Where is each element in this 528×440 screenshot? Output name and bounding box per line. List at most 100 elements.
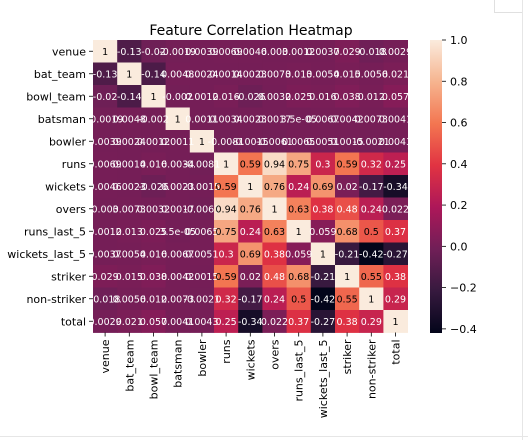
heatmap-cell-runs_last_5-venue — [93, 220, 118, 243]
heatmap-cell-striker-runs — [214, 265, 239, 288]
heatmap-cell-overs-venue — [93, 197, 118, 221]
heatmap-cell-bowl_team-bowl_team — [141, 85, 166, 108]
heatmap-cell-bowl_team-bat_team — [117, 85, 142, 108]
cell-label-wickets_last_5-non-striker: -0.42 — [359, 249, 384, 260]
heatmap-cell-striker-total — [383, 265, 408, 288]
heatmap-cell-wickets_last_5-bowler — [189, 242, 215, 266]
heatmap-cell-wickets-batsman — [165, 175, 191, 198]
heatmap-cell-total-runs — [214, 310, 239, 333]
heatmap-cell-total-bowler — [189, 310, 215, 333]
heatmap-cell-bowl_team-overs — [262, 85, 287, 108]
cell-label-total-runs: 0.25 — [216, 317, 237, 328]
heatmap-cell-wickets-venue — [93, 175, 118, 198]
cell-label-runs-overs: 0.94 — [264, 159, 285, 170]
heatmap-cell-runs_last_5-total — [383, 220, 408, 243]
x-tick-label-non-striker: non-striker — [365, 339, 378, 399]
heatmap-cell-bat_team-bowl_team — [141, 62, 166, 86]
heatmap-cell-bowl_team-runs_last_5 — [286, 85, 312, 108]
cell-label-total-bowl_team: 0.057 — [140, 317, 167, 328]
x-tick-label-striker: striker — [341, 339, 354, 374]
cell-label-runs-bowl_team: 0.016 — [140, 159, 167, 170]
cell-label-bowler-total: 0.0043 — [379, 137, 412, 148]
cell-label-wickets-overs: 0.76 — [264, 182, 285, 193]
y-tick-label-wickets_last_5: wickets_last_5 — [7, 248, 86, 261]
heatmap-cell-runs-bowler — [189, 152, 215, 176]
heatmap-cell-runs-bat_team — [117, 152, 142, 176]
heatmap-cell-wickets-bowl_team — [141, 175, 166, 198]
cell-label-striker-overs: 0.48 — [264, 272, 285, 283]
cell-label-venue-bowl_team: -0.02 — [141, 47, 166, 58]
heatmap-cell-wickets-runs — [214, 175, 239, 198]
x-tick-label-runs: runs — [220, 339, 233, 363]
cell-label-striker-non-striker: 0.55 — [361, 272, 382, 283]
cell-label-non-striker-bowl_team: 0.012 — [140, 294, 167, 305]
cell-label-total-wickets_last_5: -0.27 — [311, 317, 336, 328]
heatmap-cell-total-wickets_last_5 — [310, 310, 336, 333]
colorbar-tick-label-6: −0.2 — [450, 282, 477, 295]
heatmap-cell-wickets_last_5-overs — [262, 242, 287, 266]
heatmap-cell-batsman-runs_last_5 — [286, 107, 312, 131]
heatmap-cell-overs-total — [383, 197, 408, 221]
cell-label-bat_team-runs: 0.0014 — [209, 69, 242, 80]
cell-label-runs_last_5-bowl_team: 0.025 — [140, 227, 167, 238]
cell-label-wickets_last_5-runs_last_5: 0.059 — [285, 249, 312, 260]
heatmap-cell-wickets-wickets — [238, 175, 263, 198]
heatmap-cell-runs-batsman — [165, 152, 191, 176]
cell-label-bat_team-total: 0.021 — [382, 69, 409, 80]
heatmap-cell-runs_last_5-wickets — [238, 220, 263, 243]
cell-label-wickets_last_5-batsman: 0.0067 — [161, 249, 194, 260]
cell-label-bowler-batsman: 0.0011 — [161, 137, 194, 148]
cell-label-wickets_last_5-wickets_last_5: 1 — [320, 249, 326, 260]
cell-label-batsman-wickets_last_5: 0.0067 — [306, 114, 339, 125]
cell-label-bowl_team-bat_team: -0.14 — [117, 92, 142, 103]
heatmap-cell-runs_last_5-overs — [262, 220, 287, 243]
cell-label-non-striker-bat_team: 0.0056 — [113, 294, 146, 305]
cell-label-runs_last_5-batsman: 3.5e-05 — [159, 227, 195, 238]
page-border-right — [522, 0, 523, 440]
x-tick-label-wickets: wickets — [244, 339, 257, 380]
y-tick-label-venue: venue — [52, 45, 86, 58]
cell-label-runs-non-striker: 0.32 — [361, 159, 382, 170]
cell-label-total-bowler: 0.0043 — [185, 317, 218, 328]
heatmap-cell-venue-total — [383, 40, 408, 63]
heatmap-cell-wickets_last_5-bat_team — [117, 242, 142, 266]
heatmap-cell-bowl_team-batsman — [165, 85, 191, 108]
heatmap-cell-runs_last_5-runs_last_5 — [286, 220, 312, 243]
heatmap-cell-wickets-wickets_last_5 — [310, 175, 336, 198]
heatmap-cell-overs-striker — [335, 197, 360, 221]
heatmap-cell-bat_team-bowler — [189, 62, 215, 86]
heatmap-cell-batsman-total — [383, 107, 408, 131]
cell-label-wickets_last_5-total: -0.27 — [383, 249, 408, 260]
cell-label-bowl_team-bowl_team: 1 — [150, 92, 156, 103]
cell-label-runs-wickets: 0.59 — [240, 159, 261, 170]
heatmap-cell-batsman-wickets_last_5 — [310, 107, 336, 131]
heatmap-cell-runs-overs — [262, 152, 287, 176]
heatmap-cell-bat_team-bat_team — [117, 62, 142, 86]
cell-label-bowler-runs: -0.0081 — [208, 137, 245, 148]
cell-label-runs-batsman: 0.0034 — [161, 159, 194, 170]
cell-label-wickets-runs_last_5: 0.24 — [288, 182, 309, 193]
x-tick-label-wickets_last_5: wickets_last_5 — [317, 340, 330, 419]
heatmap-cell-bowler-runs — [214, 130, 239, 153]
heatmap-cell-non-striker-bat_team — [117, 287, 142, 311]
cell-label-bat_team-non-striker: 0.0056 — [355, 69, 388, 80]
heatmap-cell-wickets_last_5-wickets_last_5 — [310, 242, 336, 266]
heatmap-cell-runs-runs_last_5 — [286, 152, 312, 176]
heatmap-cell-total-overs — [262, 310, 287, 333]
cell-label-batsman-venue: -0.0019 — [87, 114, 124, 125]
cell-label-non-striker-runs_last_5: 0.5 — [291, 294, 306, 305]
x-tick-label-batsman: batsman — [172, 339, 185, 387]
heatmap-cell-non-striker-venue — [93, 287, 118, 311]
heatmap-cell-runs_last_5-runs — [214, 220, 239, 243]
heatmap-cell-wickets_last_5-non-striker — [359, 242, 384, 266]
cell-label-total-wickets: -0.34 — [238, 317, 263, 328]
heatmap-cell-bowler-batsman — [165, 130, 191, 153]
heatmap-cell-non-striker-total — [383, 287, 408, 311]
cell-label-wickets-runs: 0.59 — [216, 182, 237, 193]
heatmap-cell-runs-wickets_last_5 — [310, 152, 336, 176]
heatmap-cell-venue-runs — [214, 40, 239, 63]
cell-label-overs-overs: 1 — [271, 204, 277, 215]
x-tick-label-bowler: bowler — [196, 339, 209, 377]
heatmap-cell-total-striker — [335, 310, 360, 333]
